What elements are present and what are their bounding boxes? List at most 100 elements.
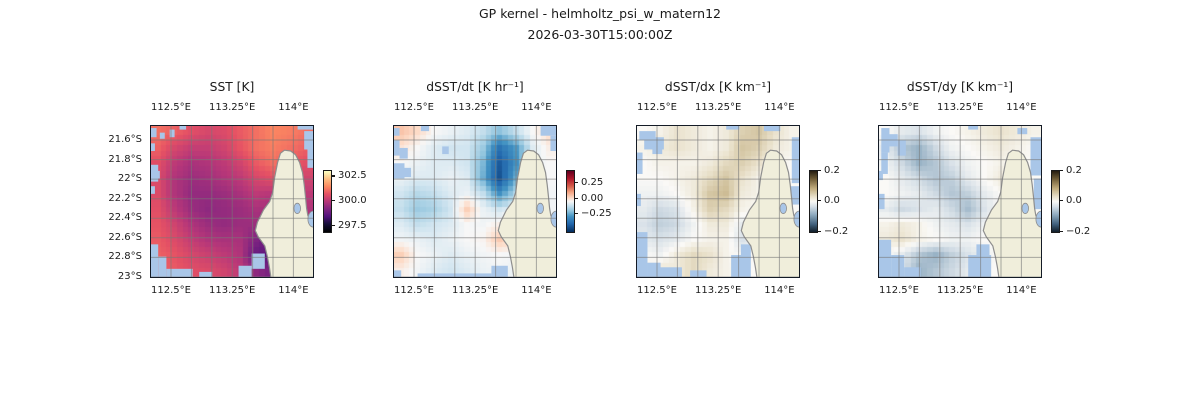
subplot-1-map [393,125,557,278]
colorbar-tick [1059,200,1063,202]
colorbar-tick [817,230,821,232]
masked-data-patch [550,135,557,152]
masked-data-patch [199,271,213,278]
subplot-0-title: SST [K] [209,80,255,94]
masked-data-patch [897,140,906,156]
masked-data-patch [393,140,400,156]
lagoon [1021,202,1029,214]
masked-data-patch [150,143,155,152]
x-tick-label-top: 114°E [521,102,552,113]
colorbar-tick-label: 0.0 [1066,195,1082,206]
x-tick-label-top: 112.5°E [879,102,919,113]
masked-data-patch [401,167,412,178]
subplot-0-colorbar [323,170,332,233]
subplot-3-map [878,125,1042,278]
map-border [150,125,314,278]
masked-data-patch [154,170,160,179]
x-tick-label-bottom: 112.5°E [879,285,919,296]
colorbar-tick [1059,230,1063,232]
lagoon [536,202,544,214]
colorbar-tick-label: 297.5 [338,219,367,231]
masked-data-patch [442,146,449,155]
x-tick-label-bottom: 112.5°E [394,285,434,296]
masked-data-patch [904,267,921,278]
colorbar-tick [1059,169,1063,171]
land-polygon [497,149,557,278]
colorbar-tick [817,200,821,202]
masked-data-patch [1017,128,1028,135]
x-tick-label-top: 113.25°E [209,102,256,113]
colorbar-gradient [324,171,331,232]
colorbar-gradient [1052,171,1059,232]
masked-data-patch [393,128,400,136]
map-border [878,125,1042,278]
subplot-3-title: dSST/dy [K km⁻¹] [906,80,1014,94]
masked-data-patch [657,267,682,278]
map-border [393,125,557,278]
masked-data-patch [976,244,990,260]
colorbar-tick [331,175,335,177]
masked-data-patch [878,239,892,278]
x-tick-label-top: 113.25°E [695,102,742,113]
figure-title-line1: GP kernel - helmholtz_psi_w_matern12 [479,6,721,21]
y-tick-label: 21.8°S [108,153,142,165]
y-tick-label: 22.4°S [108,212,142,224]
masked-data-patch [791,137,800,184]
colorbar-tick [817,169,821,171]
x-tick-label-top: 113.25°E [937,102,984,113]
masked-data-patch [150,186,155,194]
masked-data-patch [297,125,314,130]
colorbar-gradient [567,171,574,232]
masked-data-patch [399,147,408,159]
masked-data-patch [158,256,167,278]
x-tick-label-top: 114°E [1006,102,1037,113]
masked-data-patch [150,164,159,182]
masked-data-patch [968,255,992,278]
subplot-2-colorbar [809,170,818,233]
x-tick-label-bottom: 114°E [764,285,795,296]
x-tick-label-top: 113.25°E [452,102,499,113]
x-tick-label-top: 114°E [278,102,309,113]
subplot-2-map [636,125,800,278]
masked-data-patch [238,265,252,278]
x-tick-label-bottom: 114°E [521,285,552,296]
masked-data-patch [166,268,193,278]
y-tick-label: 22.2°S [108,192,142,204]
y-tick-label: 22.8°S [108,251,142,263]
y-tick-label: 23°S [117,271,142,282]
x-tick-label-bottom: 113.25°E [695,285,742,296]
subplot-1-colorbar [566,170,575,233]
x-tick-label-bottom: 113.25°E [452,285,499,296]
x-tick-label-top: 112.5°E [637,102,677,113]
colorbar-tick-label: 302.5 [338,170,367,182]
colorbar-tick-label: 0.2 [1066,164,1082,176]
subplot-0-map [150,125,314,278]
colorbar-tick-label: 300.0 [338,195,367,206]
subplot-3-colorbar [1051,170,1060,233]
masked-data-patch [636,193,641,207]
subplot-0-geo-overlay [150,125,314,278]
figure-title-line2: 2026-03-30T15:00:00Z [527,27,673,42]
colorbar-tick [574,212,578,214]
colorbar-tick-label: 0.0 [824,195,840,206]
x-tick-label-top: 112.5°E [394,102,434,113]
land-polygon [982,149,1042,278]
masked-data-patch [393,270,402,278]
masked-data-patch [1033,178,1042,210]
masked-data-patch [307,149,314,168]
colorbar-tick-label: 0.2 [824,164,840,176]
subplot-1-geo-overlay [393,125,557,278]
land-polygon [740,149,800,278]
masked-data-patch [878,170,883,181]
masked-data-patch [639,131,656,141]
masked-data-patch [763,125,781,132]
colorbar-tick [331,200,335,202]
masked-data-patch [179,125,187,130]
colorbar-tick-label: 0.00 [581,192,604,204]
masked-data-patch [1030,137,1042,176]
colorbar-tick [574,197,578,199]
map-border [636,125,800,278]
masked-data-patch [636,152,643,174]
lagoon [293,202,301,214]
